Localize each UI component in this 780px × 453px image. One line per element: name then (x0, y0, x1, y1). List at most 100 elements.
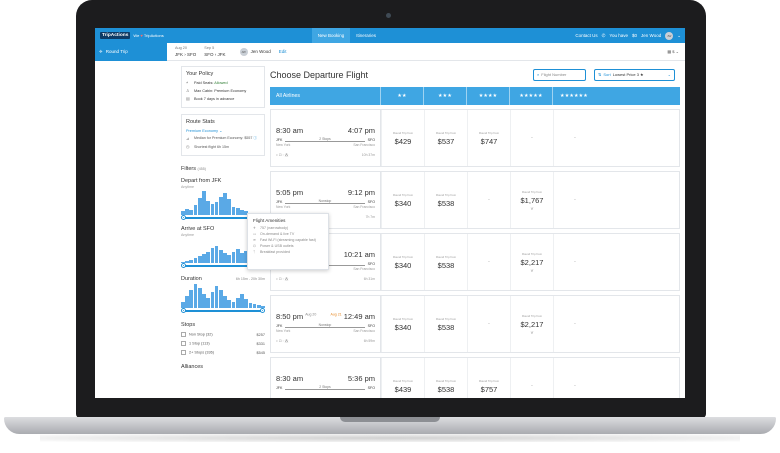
flight-row[interactable]: 8:30 am 5:36 pm JFK 2 Stops SFO Round Trip f… (270, 357, 680, 398)
histogram-bar (214, 201, 219, 215)
col-5-star[interactable]: ★★★★★ (509, 87, 552, 105)
sort-dropdown[interactable]: ⇅ Sort Lowest Price 3 ★ ⌄ (594, 68, 675, 81)
price-cell-empty: - (553, 296, 596, 352)
amenity-icons[interactable]: ≈ ⊡ ◦ ⁂ (276, 277, 289, 281)
search-icon: ⌕ (537, 72, 540, 77)
amenity-icons[interactable]: ≈ ⊡ ◦ ⁂ (276, 339, 289, 343)
policy-value: Allowed (214, 80, 228, 85)
flight-number-search[interactable]: ⌕ Flight Number (533, 68, 586, 81)
tab-itineraries[interactable]: Itineraries (356, 33, 377, 38)
flight-summary[interactable]: 8:30 am 5:36 pm JFK 2 Stops SFO (271, 358, 381, 398)
logo[interactable]: TripActions (100, 32, 131, 39)
arrive-time-text: 12:49 am (343, 312, 375, 321)
trip-type-selector[interactable]: ✈ Round Trip (95, 42, 167, 61)
flight-row[interactable]: 10:21 am SFO San Francisco ≈ ⊡ ◦ ⁂ 6h 31m Rou… (270, 233, 680, 291)
slider-handle-left[interactable] (181, 308, 186, 313)
stop-price: $257 (256, 332, 265, 337)
histogram-bar (235, 248, 240, 263)
policy-item: ♙ Max Cabin: Premium Economy (186, 88, 260, 93)
chevron-down-icon[interactable]: ⌄ (677, 32, 681, 38)
results-header: Choose Departure Flight ⌕ Flight Number … (270, 66, 680, 83)
price-cell[interactable]: Round Trip from $340 (381, 234, 424, 290)
price-cell-empty: - (467, 234, 510, 290)
amenity-text: On-demand & live TV (260, 232, 295, 236)
flight-summary[interactable]: 5:05 pm 9:12 pm JFK Nonstop SFO New York San … (271, 172, 381, 228)
col-3-star[interactable]: ★★★ (423, 87, 466, 105)
route-summary[interactable]: Aug 20 JFK › SFO Sep 5 SFO › JFK (175, 46, 226, 57)
no-price-dash: - (574, 259, 576, 265)
col-4-star[interactable]: ★★★★ (466, 87, 509, 105)
slider-track (183, 310, 263, 312)
histogram-bar (197, 198, 202, 215)
arrive-filter-title: Arrive at SFO (181, 226, 265, 232)
duration-slider[interactable] (181, 308, 265, 313)
histogram-bar (193, 257, 198, 263)
currency-selector[interactable]: ▦ $ ⌄ (667, 49, 679, 54)
arrive-time: 10:21 am (344, 250, 375, 259)
price-cell[interactable]: Round Trip from $538 (424, 234, 467, 290)
col-2-star[interactable]: ★★ (380, 87, 423, 105)
price-cell[interactable]: Round Trip from $429 (381, 110, 424, 166)
price-cell[interactable]: Round Trip from $340 (381, 172, 424, 228)
cabin-selector[interactable]: Premium Economy ⌄ (186, 128, 260, 133)
stop-option[interactable]: Non Stop (32) $257 (181, 332, 265, 337)
stop-option[interactable]: 2+ Stops (336) $545 (181, 350, 265, 355)
flight-row[interactable]: 8:50 pm Aug 20 Aug 21 12:49 am JFK Nonstop S… (270, 295, 680, 353)
amenity-icons[interactable]: ≈ ⊡ ◦ ⁂ (276, 153, 289, 157)
flight-times: 10:21 am (276, 250, 375, 259)
stop-option[interactable]: 1 Stop (113) $331 (181, 341, 265, 346)
price-cell-empty: - (510, 358, 553, 398)
histogram-bar (202, 191, 206, 215)
price-cell[interactable]: Round Trip from $2,217 ❦ (510, 296, 553, 352)
price-cell[interactable]: Round Trip from $1,767 ❦ (510, 172, 553, 228)
stops-label[interactable]: Nonstop (285, 323, 365, 328)
price-cell[interactable]: Round Trip from $538 (424, 172, 467, 228)
avatar[interactable]: JW (665, 31, 674, 40)
price-cell[interactable]: Round Trip from $757 (467, 358, 510, 398)
stop-price: $545 (256, 350, 265, 355)
flight-row[interactable]: 5:05 pm 9:12 pm JFK Nonstop SFO New York San … (270, 171, 680, 229)
arrive-filter-label: Arrive at SFO (181, 226, 215, 232)
histogram-bar (227, 300, 232, 308)
price-cell[interactable]: Round Trip from $747 (467, 110, 510, 166)
stops-label[interactable]: 2 Stops (285, 137, 365, 142)
histogram-bar (202, 294, 206, 308)
flight-number-placeholder: Flight Number (541, 72, 567, 77)
price-cell[interactable]: Round Trip from $538 (424, 296, 467, 352)
slider-handle-left[interactable] (181, 263, 186, 268)
flight-cities: New York San Francisco (276, 205, 375, 209)
histogram-bar (244, 211, 248, 215)
flight-cities: San Francisco (276, 267, 375, 271)
histogram-bar (218, 249, 223, 263)
slider-handle-left[interactable] (181, 215, 186, 220)
round-trip-label: Round Trip from (521, 313, 543, 318)
histogram-bar (193, 284, 198, 308)
info-icon[interactable]: ⓘ (253, 136, 257, 140)
tab-new-booking[interactable]: New Booking (311, 28, 351, 43)
price-cell[interactable]: Round Trip from $340 (381, 296, 424, 352)
flight-summary[interactable]: 8:50 pm Aug 20 Aug 21 12:49 am JFK Nonstop S… (271, 296, 381, 352)
laptop-base (4, 417, 776, 434)
edit-search-link[interactable]: Edit (278, 49, 287, 54)
slider-handle-right[interactable] (260, 308, 265, 313)
flight-summary[interactable]: 8:30 am 4:07 pm JFK 2 Stops SFO New York San … (271, 110, 381, 166)
histogram-bar (189, 290, 194, 308)
checkbox[interactable] (181, 341, 186, 346)
contact-us-link[interactable]: Contact Us (575, 33, 598, 38)
col-all-airlines[interactable]: All Airlines (276, 93, 300, 99)
flight-row[interactable]: 8:30 am 4:07 pm JFK 2 Stops SFO New York San … (270, 109, 680, 167)
stops-label[interactable]: Nonstop (285, 199, 365, 204)
price-cell[interactable]: Round Trip from $439 (381, 358, 424, 398)
checkbox[interactable] (181, 350, 186, 355)
price-cell[interactable]: Round Trip from $2,217 ❦ (510, 234, 553, 290)
chevron-down-icon: ⌄ (667, 72, 671, 77)
stops-label[interactable]: 2 Stops (285, 385, 365, 390)
chevron-down-icon: ⌄ (219, 129, 223, 133)
col-6-star[interactable]: ★★★★★★ (552, 87, 595, 105)
user-name[interactable]: Jen Wood (641, 33, 662, 38)
checkbox[interactable] (181, 332, 186, 337)
price-cell[interactable]: Round Trip from $538 (424, 358, 467, 398)
price-cell[interactable]: Round Trip from $537 (424, 110, 467, 166)
page-title: Choose Departure Flight (270, 69, 369, 80)
we-love-brand: We ♥ TripActions (133, 33, 163, 38)
